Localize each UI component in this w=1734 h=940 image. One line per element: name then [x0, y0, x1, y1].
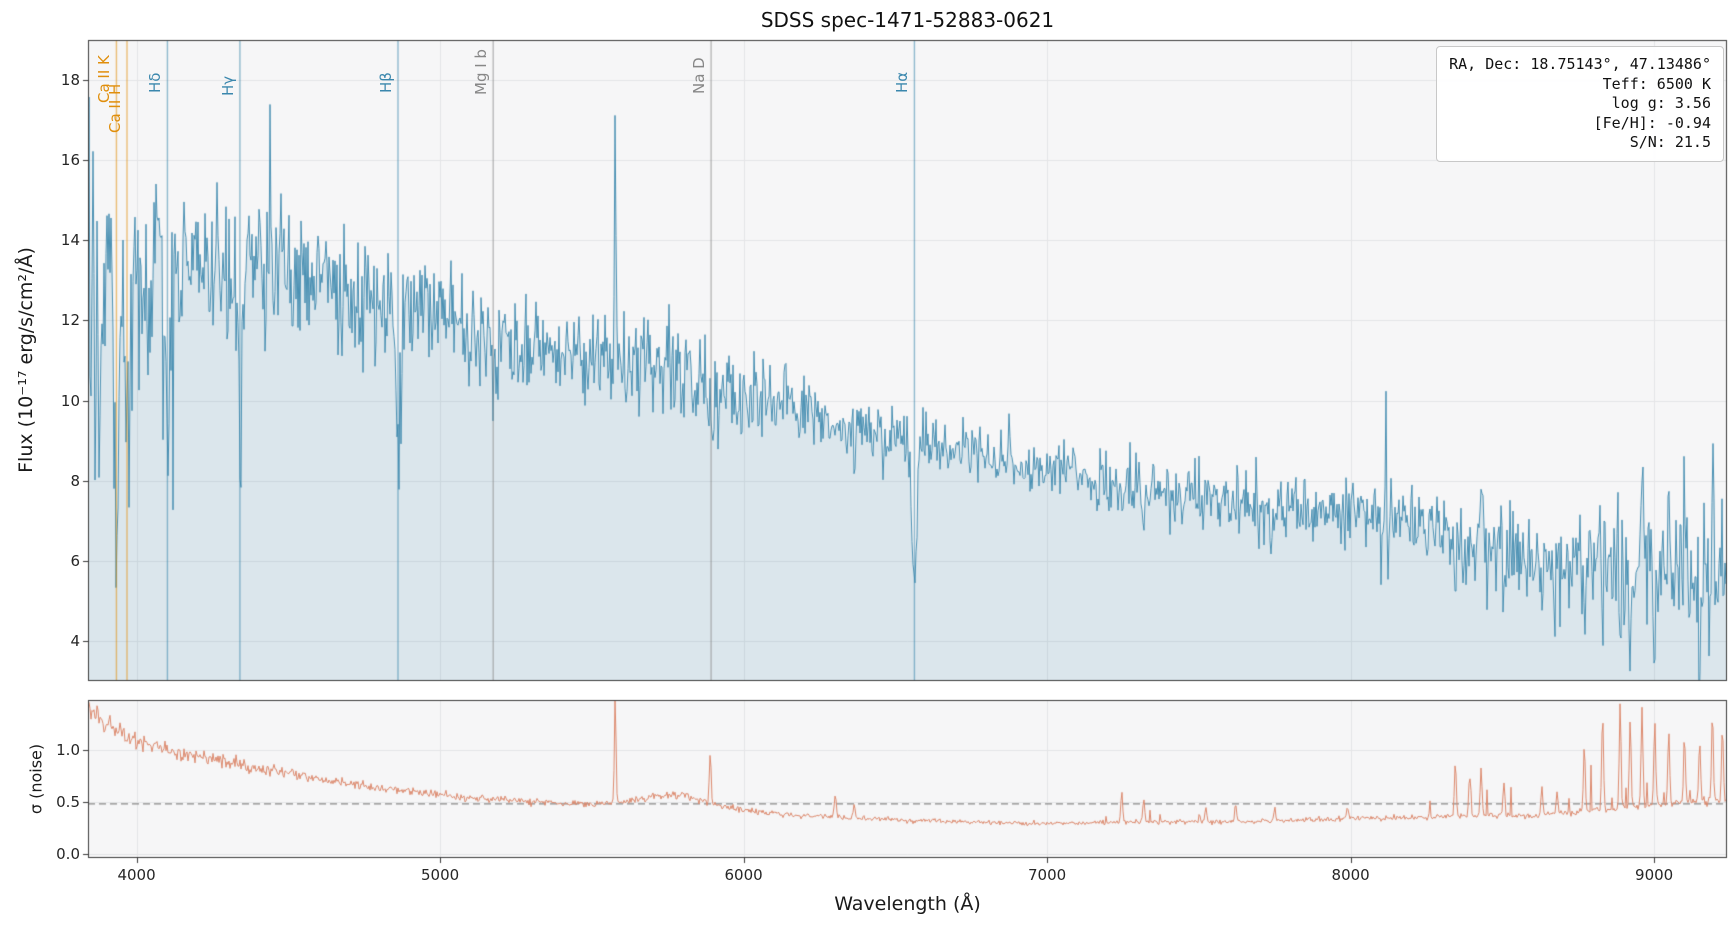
x-tick-label: 9000: [1635, 866, 1674, 884]
x-tick-label: 4000: [117, 866, 156, 884]
y-tick-label-flux: 8: [70, 471, 80, 490]
info-line-ra-dec: RA, Dec: 18.75143°, 47.13486°: [1449, 55, 1711, 73]
spectral-line-label: Hδ: [146, 72, 165, 93]
stellar-params-box: RA, Dec: 18.75143°, 47.13486° Teff: 6500…: [1436, 46, 1724, 162]
wavelength-axis-label: Wavelength (Å): [834, 893, 981, 915]
y-tick-label-flux: 6: [70, 551, 80, 570]
x-tick-label: 5000: [420, 866, 460, 884]
y-tick-label-noise: 1.0: [56, 740, 80, 759]
figure-title: SDSS spec-1471-52883-0621: [760, 8, 1055, 32]
noise-axis-label: σ (noise): [26, 743, 46, 815]
flux-axis-label: Flux (10⁻¹⁷ erg/s/cm²/Å): [15, 247, 37, 473]
y-tick-label-noise: 0.5: [56, 792, 80, 811]
info-line-feh: [Fe/H]: -0.94: [1593, 113, 1711, 132]
y-tick-label-flux: 4: [70, 631, 80, 650]
spectral-line-label: Hγ: [218, 75, 237, 96]
info-line-teff: Teff: 6500 K: [1602, 74, 1711, 93]
spectral-line-label: Na D: [690, 57, 709, 94]
y-tick-label-noise: 0.0: [56, 844, 80, 863]
x-tick-label: 8000: [1331, 866, 1370, 884]
spectral-line-label: Hα: [893, 71, 912, 93]
y-tick-label-flux: 18: [60, 71, 80, 90]
info-line-sn: S/N: 21.5: [1629, 133, 1711, 151]
spectral-line-label: Hβ: [376, 72, 395, 93]
x-tick-label: 7000: [1028, 866, 1067, 884]
spectral-line-label: Ca II H: [106, 83, 124, 133]
y-tick-label-flux: 10: [60, 391, 80, 410]
info-line-logg: log g: 3.56: [1611, 94, 1711, 112]
y-tick-label-flux: 16: [60, 151, 80, 170]
spectral-line-label: Mg I b: [472, 49, 491, 95]
x-tick-label: 6000: [724, 866, 763, 884]
y-tick-label-flux: 14: [60, 231, 80, 250]
y-tick-label-flux: 12: [60, 311, 80, 330]
